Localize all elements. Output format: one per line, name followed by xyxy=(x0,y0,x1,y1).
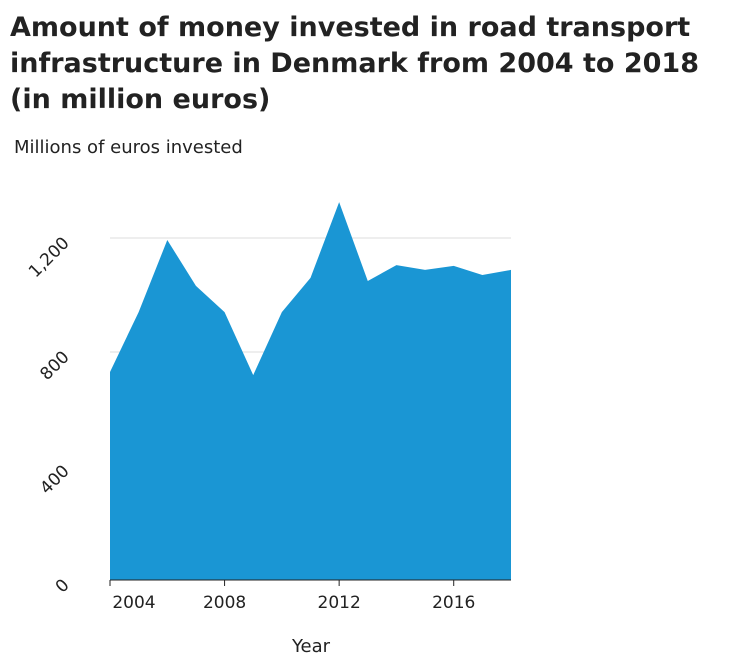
x-tick-label: 2008 xyxy=(203,593,246,613)
y-axis-label: Millions of euros invested xyxy=(14,137,243,158)
y-tick-label: 400 xyxy=(36,461,73,498)
chart-title-line: infrastructure in Denmark from 2004 to 2… xyxy=(10,48,699,79)
area xyxy=(110,202,511,580)
chart-title-line: (in million euros) xyxy=(10,84,270,115)
x-tick-label: 2016 xyxy=(432,593,475,613)
x-axis-label: Year xyxy=(291,636,331,657)
x-tick-label: 2004 xyxy=(112,593,155,613)
y-tick-label: 1,200 xyxy=(25,233,74,282)
y-tick-label: 800 xyxy=(36,347,73,384)
x-tick-label: 2012 xyxy=(318,593,361,613)
y-tick-label: 0 xyxy=(52,575,74,597)
chart-title-line: Amount of money invested in road transpo… xyxy=(10,12,690,43)
